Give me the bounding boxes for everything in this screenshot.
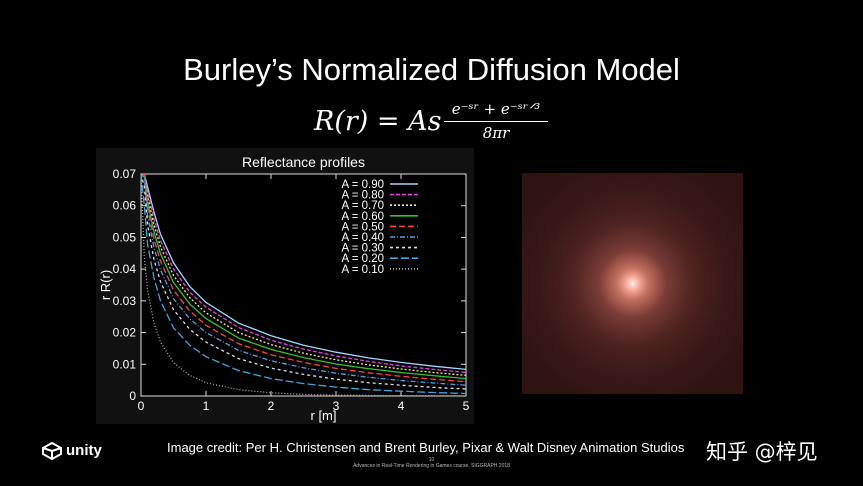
reflectance-chart: Reflectance profiles 0 0.01 0.02 0.03 0.04 0.0… — [96, 148, 474, 424]
x-tick-label: 2 — [268, 399, 275, 413]
series-line — [141, 173, 467, 383]
unity-logo-text: unity — [66, 442, 102, 459]
x-tick-label: 0 — [138, 399, 145, 413]
watermark: 知乎 @梓见 — [706, 440, 818, 464]
series-line — [140, 173, 467, 397]
x-tick-label: 1 — [203, 399, 210, 413]
x-tick-label: 4 — [398, 399, 405, 413]
formula-numerator: e⁻ˢʳ + e⁻ˢʳᐟ³ — [444, 100, 548, 122]
series-line — [140, 173, 467, 386]
legend-label: A = 0.30 — [341, 243, 384, 255]
formula: R(r) = As e⁻ˢʳ + e⁻ˢʳᐟ³ 8πr — [300, 100, 560, 148]
slide-title: Burley’s Normalized Diffusion Model — [183, 52, 680, 87]
y-tick-label: 0.01 — [113, 357, 137, 371]
unity-logo: unity — [42, 440, 112, 462]
legend-label: A = 0.60 — [341, 211, 384, 223]
plot-area — [140, 173, 467, 397]
unity-cube-icon — [42, 442, 62, 460]
y-tick-label: 0.04 — [113, 262, 137, 276]
legend-label: A = 0.70 — [341, 200, 384, 212]
y-tick-label: 0.07 — [113, 167, 137, 181]
formula-denominator: 8πr — [482, 124, 510, 142]
legend-label: A = 0.80 — [341, 190, 384, 202]
legend-label: A = 0.40 — [341, 232, 384, 244]
formula-fraction: e⁻ˢʳ + e⁻ˢʳᐟ³ 8πr — [444, 100, 548, 142]
x-tick-label: 3 — [333, 399, 340, 413]
series-line — [141, 173, 467, 374]
chart-svg: Reflectance profiles 0 0.01 0.02 0.03 0.04 0.0… — [98, 154, 470, 423]
y-tick-label: 0.05 — [113, 230, 137, 244]
diffusion-render-image — [522, 173, 743, 394]
series-line — [140, 173, 467, 390]
series-line — [140, 173, 467, 395]
legend-label: A = 0.20 — [341, 253, 384, 265]
x-tick-label: 5 — [463, 399, 470, 413]
image-credit: Image credit: Per H. Christensen and Bre… — [167, 440, 685, 455]
legend-label: A = 0.50 — [341, 221, 384, 233]
footer-course: Advances in Real-Time Rendering in Games… — [353, 463, 510, 469]
legend-label: A = 0.10 — [341, 264, 384, 276]
y-tick-label: 0.03 — [113, 294, 137, 308]
footer-page-number: 10 — [428, 457, 435, 463]
series-line — [141, 173, 467, 380]
formula-lhs: R(r) = As — [314, 106, 442, 137]
series-line — [141, 173, 467, 371]
legend-label: A = 0.90 — [341, 179, 384, 191]
x-axis-label: r [m] — [311, 408, 337, 423]
y-axis-label: r R(r) — [98, 270, 113, 300]
chart-title: Reflectance profiles — [242, 154, 365, 170]
y-tick-label: 0.02 — [113, 326, 137, 340]
y-tick-label: 0 — [129, 389, 136, 403]
y-tick-label: 0.06 — [113, 199, 137, 213]
series-line — [141, 173, 467, 377]
